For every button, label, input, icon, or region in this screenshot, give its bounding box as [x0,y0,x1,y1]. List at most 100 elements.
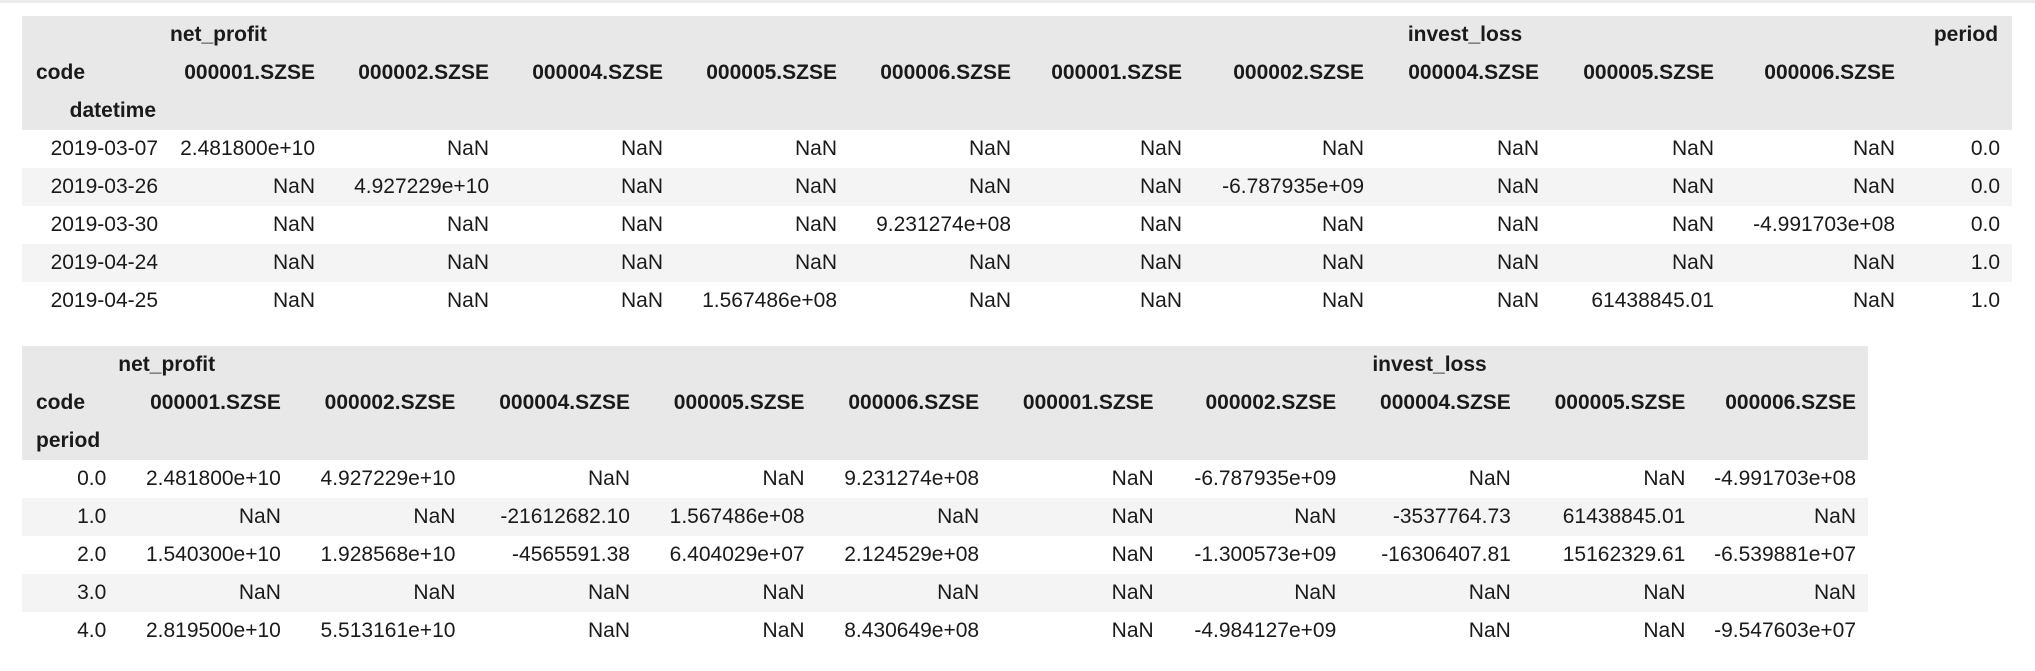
header-row-groups: net_profit invest_loss [22,346,1868,384]
table-cell: NaN [467,612,642,650]
row-index-cell: 2019-03-07 [22,130,170,168]
table-cell: NaN [327,130,501,168]
table-cell: -6.787935e+09 [1165,460,1349,498]
table-cell: 2.481800e+10 [118,460,293,498]
column-header: 000004.SZSE [1348,384,1523,422]
header-empty [1907,54,2013,92]
group-header-period: period [1907,16,2013,54]
table-cell: 5.513161e+10 [292,612,468,650]
table-cell: NaN [1551,168,1726,206]
row-index-cell: 2019-04-24 [22,244,170,282]
header-empty [118,422,1868,460]
top-border [0,0,2035,3]
table-row: 0.0 2.481800e+10 4.927229e+10 NaN NaN 9.23127… [22,460,1868,498]
table-cell: NaN [1165,498,1349,536]
table-cell: NaN [1023,130,1194,168]
column-header: 000004.SZSE [501,54,675,92]
header-row-index-name: datetime [22,92,2013,130]
group-header-net-profit: net_profit [118,346,992,384]
row-index-cell: 0.0 [22,460,119,498]
column-header: 000002.SZSE [327,54,501,92]
table-cell: NaN [170,282,327,320]
index-label-period: period [22,422,119,460]
table-cell: 61438845.01 [1551,282,1726,320]
table-cell: -6.787935e+09 [1194,168,1376,206]
dataframe-table-by-datetime: net_profit invest_loss period code 00000… [22,16,2013,320]
table-cell: 1.567486e+08 [641,498,817,536]
table-cell: NaN [641,612,817,650]
table-cell: -3537764.73 [1348,498,1523,536]
column-header: 000002.SZSE [1165,384,1349,422]
table-cell: NaN [327,206,501,244]
table-cell: NaN [1376,282,1551,320]
table-cell: 0.0 [1907,206,2013,244]
table-cell: NaN [1023,206,1194,244]
table-row: 2019-03-26 NaN 4.927229e+10 NaN NaN NaN NaN -6.… [22,168,2013,206]
column-header: 000006.SZSE [816,384,992,422]
table-cell: NaN [1697,574,1868,612]
index-label-datetime: datetime [22,92,170,130]
table-row: 4.0 2.819500e+10 5.513161e+10 NaN NaN 8.43064… [22,612,1868,650]
table-cell: NaN [501,206,675,244]
dataframe-table-by-period: net_profit invest_loss code 000001.SZSE … [22,346,1868,650]
column-header: 000005.SZSE [675,54,849,92]
table-cell: NaN [1697,498,1868,536]
table-cell: NaN [1726,244,1908,282]
row-index-cell: 2019-03-26 [22,168,170,206]
table-cell: NaN [1726,130,1908,168]
table-cell: NaN [501,168,675,206]
table-cell: NaN [292,574,468,612]
table-cell: 2.819500e+10 [118,612,293,650]
table-cell: 15162329.61 [1522,536,1698,574]
table-cell: -6.539881e+07 [1697,536,1868,574]
table-cell: NaN [118,574,293,612]
table-cell: -4.984127e+09 [1165,612,1349,650]
column-header: 000001.SZSE [991,384,1166,422]
column-header: 000004.SZSE [1376,54,1551,92]
table-cell: NaN [675,206,849,244]
table-cell: NaN [1522,574,1698,612]
table-cell: NaN [170,168,327,206]
table-cell: NaN [501,244,675,282]
table-cell: NaN [849,168,1023,206]
table-cell: NaN [1194,206,1376,244]
table-row: 3.0 NaN NaN NaN NaN NaN NaN NaN NaN NaN NaN [22,574,1868,612]
table-cell: -21612682.10 [467,498,642,536]
header-row-codes: code 000001.SZSE 000002.SZSE 000004.SZSE… [22,384,1868,422]
table-cell: -1.300573e+09 [1165,536,1349,574]
column-header: 000005.SZSE [1522,384,1698,422]
table-cell: 2.124529e+08 [816,536,992,574]
table-cell: -4.991703e+08 [1697,460,1868,498]
table-row: 2019-04-25 NaN NaN NaN 1.567486e+08 NaN NaN NaN… [22,282,2013,320]
table-cell: NaN [118,498,293,536]
table-cell: NaN [327,282,501,320]
table-cell: 9.231274e+08 [849,206,1023,244]
row-index-cell: 2019-04-25 [22,282,170,320]
header-row-codes: code 000001.SZSE 000002.SZSE 000004.SZSE… [22,54,2013,92]
table-cell: 1.928568e+10 [292,536,468,574]
column-header: 000006.SZSE [1697,384,1868,422]
table-cell: NaN [1194,244,1376,282]
table-cell: NaN [675,244,849,282]
column-header: 000001.SZSE [170,54,327,92]
table-cell: 0.0 [1907,130,2013,168]
table-cell: NaN [1376,130,1551,168]
group-header-invest-loss-label: invest_loss [1372,353,1487,376]
table-cell: NaN [1348,460,1523,498]
table-cell: 1.0 [1907,244,2013,282]
table-cell: NaN [170,206,327,244]
column-header: 000001.SZSE [118,384,293,422]
table-cell: NaN [1023,168,1194,206]
table-cell: NaN [641,460,817,498]
table-cell: NaN [1023,282,1194,320]
table-cell: NaN [849,282,1023,320]
table-cell: NaN [991,574,1166,612]
table-row: 2019-03-07 2.481800e+10 NaN NaN NaN NaN NaN NaN… [22,130,2013,168]
table-cell: NaN [1023,244,1194,282]
table-cell: NaN [641,574,817,612]
table-cell: NaN [991,612,1166,650]
table-cell: NaN [170,244,327,282]
table-row: 2019-03-30 NaN NaN NaN NaN 9.231274e+08 NaN NaN… [22,206,2013,244]
table-cell: NaN [1551,206,1726,244]
column-header: 000002.SZSE [1194,54,1376,92]
